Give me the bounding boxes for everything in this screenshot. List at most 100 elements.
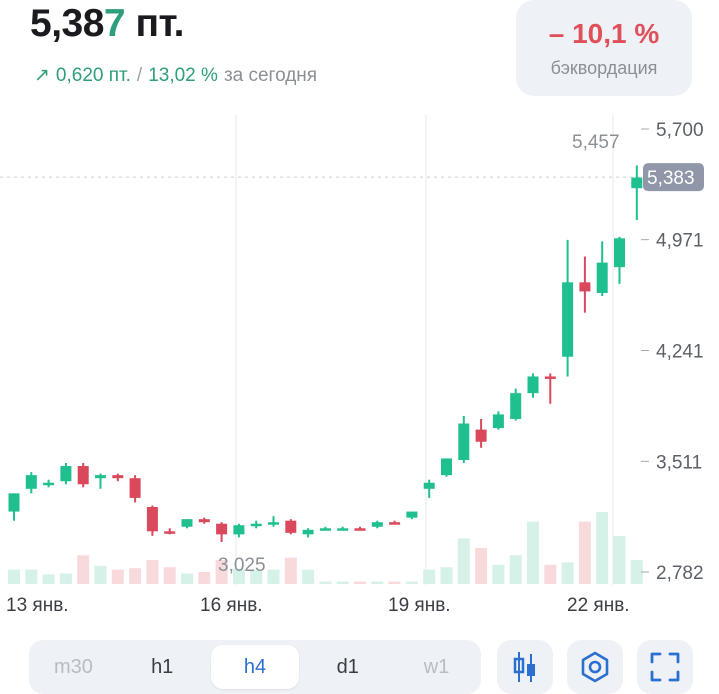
- candle-body: [354, 528, 366, 531]
- timeframe-selector: m30 h1 h4 d1 w1: [29, 640, 481, 694]
- volume-bar: [630, 560, 643, 584]
- candles-icon: [513, 652, 535, 682]
- volume-bar: [302, 569, 315, 584]
- candle-body: [250, 523, 262, 527]
- candle-body: [337, 528, 349, 531]
- price-display: 5,387 пт.: [30, 2, 185, 46]
- y-tick-label: 5,700: [656, 120, 704, 141]
- x-label-22: 22 янв.: [567, 595, 630, 616]
- volume-bar: [492, 564, 505, 584]
- y-tick-label: 4,971: [656, 231, 704, 252]
- candlestick-chart[interactable]: 5,700 4,971 4,241 3,511 2,782 5,383 5,457 3,025…: [0, 110, 719, 620]
- current-price-label: 5,383: [647, 168, 695, 189]
- volume-bar: [388, 581, 401, 584]
- change-absolute: 0,620 пт.: [55, 64, 131, 86]
- candle-body: [492, 414, 504, 429]
- arrow-up-right-icon: ↗: [34, 65, 50, 86]
- candle-body: [198, 519, 210, 523]
- candle-body: [423, 482, 435, 489]
- volume-bar: [129, 568, 142, 584]
- candle-body: [60, 466, 72, 482]
- volume-bar: [354, 581, 366, 584]
- candle-body: [389, 522, 401, 525]
- backwardation-badge[interactable]: – 10,1 % бэквордация: [516, 0, 692, 96]
- candle-body: [181, 519, 193, 527]
- x-label-16: 16 янв.: [200, 595, 263, 616]
- candle-body: [596, 262, 608, 293]
- fullscreen-icon: [650, 652, 680, 682]
- price-last-digit: 7: [103, 2, 126, 45]
- candle-body: [458, 423, 470, 460]
- volume-bar: [423, 569, 436, 584]
- change-percent: 13,02 %: [148, 64, 218, 86]
- volume-bar: [371, 581, 384, 584]
- candle-body: [95, 475, 106, 479]
- high-label: 5,457: [572, 132, 620, 153]
- backwardation-label: бэквордация: [550, 58, 658, 78]
- volume-bar: [440, 567, 453, 584]
- volume-bar: [527, 521, 539, 584]
- volume-bar: [578, 521, 591, 584]
- tf-h4-button[interactable]: h4: [210, 645, 300, 689]
- volume-bar: [42, 574, 55, 584]
- candle-body: [233, 525, 245, 535]
- settings-button[interactable]: [567, 640, 623, 694]
- candle-body: [268, 522, 279, 525]
- volume-bar: [198, 572, 211, 584]
- candle-body: [164, 531, 176, 534]
- candle-body: [129, 478, 141, 498]
- volume-bar: [596, 512, 609, 584]
- volume-bar: [232, 568, 245, 584]
- candle-body: [43, 482, 55, 486]
- volume-bar: [561, 562, 574, 584]
- volume-bar: [146, 560, 159, 584]
- fullscreen-button[interactable]: [637, 640, 693, 694]
- y-tick-label: 2,782: [656, 563, 704, 584]
- volume-bar: [59, 573, 72, 584]
- candle-body: [216, 523, 228, 535]
- candle-body: [562, 282, 574, 357]
- current-price-tag: [643, 163, 704, 192]
- volume-bar: [94, 565, 107, 584]
- price-unit: пт.: [125, 2, 185, 45]
- volume-bar: [509, 555, 522, 584]
- volume-bar: [163, 567, 176, 584]
- volume-bar: [77, 555, 90, 584]
- volume-bar: [181, 573, 193, 584]
- candle-body: [510, 393, 522, 419]
- volume-bar: [613, 536, 626, 584]
- candle-body: [579, 282, 591, 292]
- volume-bar: [284, 557, 297, 584]
- x-label-19: 19 янв.: [388, 595, 451, 616]
- y-tick-label: 3,511: [656, 452, 702, 473]
- candle-body: [25, 475, 37, 489]
- daily-change: ↗ 0,620 пт. / 13,02 % за сегодня: [34, 64, 317, 87]
- candle-body: [614, 238, 625, 268]
- tf-m30-button[interactable]: m30: [53, 656, 93, 678]
- volume-bar: [544, 564, 557, 584]
- volume-bar: [336, 581, 349, 584]
- change-period: за сегодня: [223, 64, 318, 86]
- tf-d1-button[interactable]: d1: [336, 656, 359, 678]
- candle-body: [319, 528, 331, 531]
- change-separator: /: [136, 64, 143, 86]
- candle-body: [527, 376, 539, 394]
- tf-w1-button[interactable]: w1: [423, 656, 450, 678]
- volume-bar: [475, 548, 488, 584]
- candle-body: [371, 522, 383, 527]
- volume-bar: [8, 569, 20, 584]
- volume-bar: [111, 569, 124, 584]
- candle-body: [406, 511, 418, 518]
- candle-body: [112, 475, 124, 479]
- hexagon-settings-icon: [581, 651, 609, 683]
- chart-type-button[interactable]: [497, 640, 553, 694]
- candle-body: [441, 458, 452, 476]
- candle-body: [475, 429, 487, 442]
- tf-h1-button[interactable]: h1: [151, 656, 174, 678]
- backwardation-value: – 10,1 %: [548, 18, 660, 49]
- candle-body: [8, 493, 20, 512]
- x-label-13: 13 янв.: [6, 595, 69, 616]
- y-tick-label: 4,241: [656, 342, 704, 363]
- volume-bar: [215, 560, 228, 584]
- candle-body: [544, 376, 556, 379]
